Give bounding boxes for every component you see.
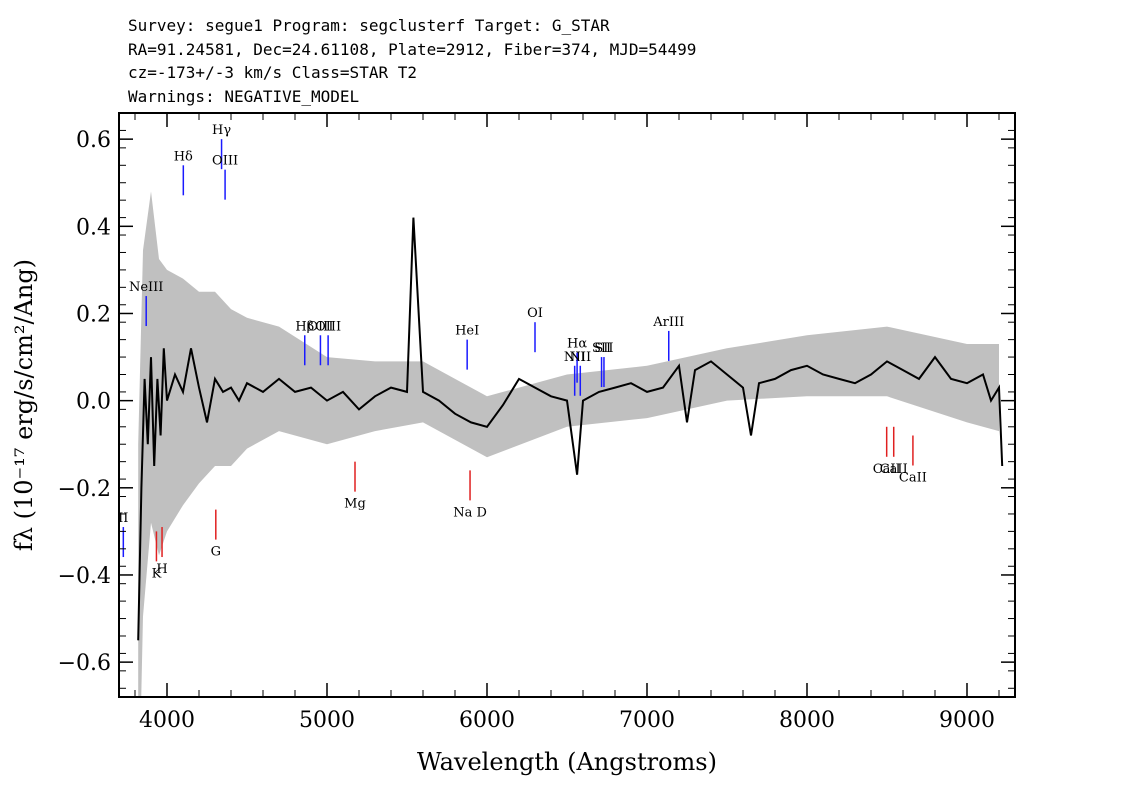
absorption-line-label-0: K	[152, 566, 162, 581]
emission-line-label-0: NeIII	[129, 280, 163, 295]
emission-line-label-14: ArIII	[652, 315, 684, 330]
emission-line-label-10: Hα	[567, 337, 587, 352]
emission-line-label-2: Hγ	[212, 123, 231, 138]
y-tick-label-6: 0.6	[76, 128, 111, 153]
x-tick-label-3: 7000	[619, 708, 675, 733]
absorption-line-label-3: Mg	[344, 497, 366, 512]
y-tick-label-3: 0.0	[76, 390, 111, 415]
y-tick-label-0: −0.6	[58, 651, 111, 676]
y-tick-label-5: 0.4	[76, 215, 111, 240]
absorption-line-label-6: CaII	[880, 462, 908, 477]
x-tick-label-1: 5000	[299, 708, 355, 733]
emission-line-label-8: OI	[527, 306, 543, 321]
emission-line-label-4: Hβ	[295, 319, 314, 334]
plot-frame	[118, 112, 1016, 698]
absorption-line-label-2: G	[211, 545, 221, 560]
emission-line-label-11: NII	[569, 350, 591, 365]
x-tick-label-4: 8000	[779, 708, 835, 733]
absorption-line-label-4: Na D	[453, 505, 487, 520]
header-line-3: cz=-173+/-3 km/s Class=STAR T2	[128, 63, 417, 82]
header-line-4: Warnings: NEGATIVE_MODEL	[128, 87, 359, 106]
emission-line-label-6: OIII	[315, 319, 341, 334]
absorption-line-label-5: CaII	[873, 462, 901, 477]
x-axis-title: Wavelength (Angstroms)	[417, 748, 717, 776]
emission-line-label-5: OIII	[307, 319, 333, 334]
absorption-line-label-1: H	[156, 562, 167, 577]
x-tick-label-5: 9000	[939, 708, 995, 733]
x-tick-label-2: 6000	[459, 708, 515, 733]
header-line-2: RA=91.24581, Dec=24.61108, Plate=2912, F…	[128, 40, 696, 59]
emission-line-label-9: NII	[564, 350, 586, 365]
y-axis-title: fλ (10⁻¹⁷ erg/s/cm²/Ang)	[10, 259, 38, 551]
y-tick-label-1: −0.4	[58, 564, 111, 589]
emission-line-label-3: OIII	[212, 154, 238, 169]
series-layer	[137, 191, 1004, 697]
emission-line-label-7: HeI	[455, 324, 479, 339]
y-tick-label-4: 0.2	[76, 302, 111, 327]
emission-line-label-12: SII	[592, 341, 611, 356]
emission-line-label-15: II	[118, 511, 128, 526]
emission-line-label-13: SII	[594, 341, 613, 356]
ticks-layer: 4000 5000 6000 7000 8000 9000 −0.6 −0.4 −0.2 0.0 0…	[58, 112, 1015, 733]
flux-line	[137, 217, 1004, 641]
absorption-line-label-7: CaII	[899, 471, 927, 486]
emission-line-label-1: Hδ	[174, 149, 193, 164]
y-tick-label-2: −0.2	[58, 477, 111, 502]
header-line-1: Survey: segue1 Program: segclusterf Targ…	[128, 16, 610, 35]
x-tick-label-0: 4000	[139, 708, 195, 733]
error-band	[138, 191, 999, 697]
